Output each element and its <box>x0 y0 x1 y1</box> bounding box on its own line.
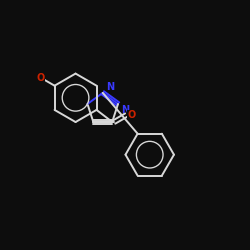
Text: O: O <box>36 73 45 83</box>
Text: O: O <box>127 110 136 120</box>
Text: N: N <box>106 82 114 92</box>
Text: N: N <box>121 105 129 115</box>
